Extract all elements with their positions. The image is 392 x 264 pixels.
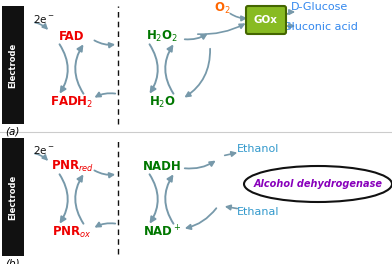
FancyArrowPatch shape — [35, 153, 47, 160]
Text: Electrode: Electrode — [9, 43, 18, 88]
FancyArrowPatch shape — [75, 176, 83, 224]
Text: Ethanal: Ethanal — [237, 207, 279, 217]
Text: H$_2$O: H$_2$O — [149, 95, 176, 110]
FancyArrowPatch shape — [75, 46, 83, 94]
FancyArrowPatch shape — [185, 162, 214, 168]
Text: 2e$^-$: 2e$^-$ — [33, 13, 55, 25]
Ellipse shape — [244, 166, 392, 202]
FancyArrowPatch shape — [60, 174, 68, 222]
FancyArrowPatch shape — [96, 223, 115, 227]
Text: NAD$^+$: NAD$^+$ — [143, 224, 181, 240]
Text: D-Glucose: D-Glucose — [291, 2, 348, 12]
Text: PNR$_{red}$: PNR$_{red}$ — [51, 158, 93, 173]
FancyArrowPatch shape — [94, 40, 113, 48]
FancyArrowPatch shape — [230, 13, 245, 21]
FancyArrowPatch shape — [60, 44, 68, 92]
FancyArrowPatch shape — [165, 176, 173, 224]
Text: Alcohol dehydrogenase: Alcohol dehydrogenase — [254, 179, 383, 189]
FancyArrowPatch shape — [185, 35, 206, 39]
FancyArrowPatch shape — [287, 24, 293, 28]
Text: NADH: NADH — [143, 159, 181, 172]
Text: O$_2$: O$_2$ — [214, 1, 230, 16]
Text: 2e$^-$: 2e$^-$ — [33, 144, 55, 156]
FancyArrowPatch shape — [94, 171, 113, 177]
FancyBboxPatch shape — [246, 6, 286, 34]
Text: Gluconic acid: Gluconic acid — [283, 22, 358, 32]
Bar — [2, 138, 24, 256]
FancyArrowPatch shape — [225, 152, 236, 156]
Text: Electrode: Electrode — [9, 175, 18, 220]
Text: PNR$_{ox}$: PNR$_{ox}$ — [53, 224, 92, 239]
Text: Ethanol: Ethanol — [237, 144, 279, 154]
FancyArrowPatch shape — [150, 44, 158, 92]
FancyArrowPatch shape — [150, 174, 158, 222]
FancyArrowPatch shape — [35, 22, 47, 29]
FancyArrowPatch shape — [187, 208, 216, 229]
Text: (b): (b) — [5, 259, 20, 264]
FancyArrowPatch shape — [286, 10, 293, 15]
Text: FAD: FAD — [59, 30, 85, 43]
Text: GOx: GOx — [254, 15, 278, 25]
Bar — [2, 6, 24, 124]
FancyArrowPatch shape — [198, 24, 244, 34]
FancyArrowPatch shape — [165, 46, 173, 94]
FancyArrowPatch shape — [186, 49, 210, 96]
Text: FADH$_2$: FADH$_2$ — [50, 95, 94, 110]
FancyArrowPatch shape — [96, 92, 115, 97]
FancyArrowPatch shape — [227, 205, 237, 210]
Text: H$_2$O$_2$: H$_2$O$_2$ — [146, 29, 178, 44]
Text: (a): (a) — [5, 127, 19, 137]
